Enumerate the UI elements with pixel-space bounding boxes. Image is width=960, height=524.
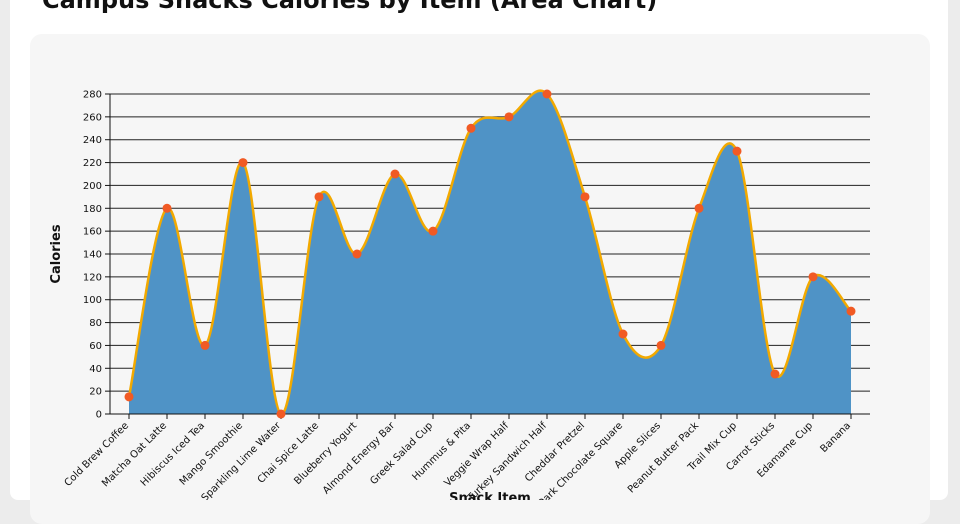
x-tick-label: Matcha Oat Latte bbox=[100, 420, 169, 489]
y-tick-label: 100 bbox=[83, 295, 102, 306]
x-tick-label: Peanut Butter Pack bbox=[626, 420, 701, 495]
data-point bbox=[808, 272, 818, 282]
data-point bbox=[466, 123, 476, 133]
data-point bbox=[200, 340, 210, 350]
y-tick-label: 80 bbox=[89, 318, 102, 329]
data-point bbox=[276, 409, 286, 419]
x-tick-label: Veggie Wrap Half bbox=[442, 420, 511, 489]
y-tick-label: 280 bbox=[83, 90, 102, 101]
y-tick-label: 180 bbox=[83, 204, 102, 215]
data-point bbox=[124, 392, 134, 402]
y-tick-label: 260 bbox=[83, 112, 102, 123]
data-point bbox=[352, 249, 362, 259]
y-tick-label: 240 bbox=[83, 135, 102, 146]
y-tick-label: 40 bbox=[89, 364, 102, 375]
data-point bbox=[694, 203, 704, 213]
y-tick-label: 200 bbox=[83, 181, 102, 192]
x-tick-label: Cold Brew Coffee bbox=[63, 420, 132, 489]
data-point bbox=[656, 340, 666, 350]
x-tick-label: Almond Energy Bar bbox=[321, 420, 398, 497]
data-point bbox=[732, 146, 742, 156]
data-point bbox=[390, 169, 400, 179]
y-tick-label: 0 bbox=[96, 410, 102, 421]
y-axis-title: Calories bbox=[49, 224, 64, 283]
data-point bbox=[580, 192, 590, 202]
data-point bbox=[542, 89, 552, 99]
data-point bbox=[846, 306, 856, 316]
y-tick-label: 160 bbox=[83, 227, 102, 238]
data-point bbox=[618, 329, 628, 339]
y-tick-label: 140 bbox=[83, 250, 102, 261]
x-axis-title: Snack Item bbox=[449, 491, 531, 500]
area-chart: 0 20 40 60 80 100 120 140 160 180 200 220 240 260 280 C… bbox=[49, 89, 870, 500]
data-point bbox=[314, 192, 324, 202]
area-fill bbox=[129, 90, 851, 415]
y-tick-label: 60 bbox=[89, 341, 102, 352]
x-tick-label: Hibiscus Iced Tea bbox=[139, 420, 207, 488]
x-tick-label: Banana bbox=[819, 420, 854, 455]
data-point bbox=[428, 226, 438, 236]
data-point bbox=[504, 112, 514, 122]
data-point bbox=[770, 369, 780, 379]
data-point bbox=[238, 158, 248, 168]
chart-title: Campus Snacks Calories by Item (Area Cha… bbox=[42, 0, 658, 14]
y-tick-label: 120 bbox=[83, 272, 102, 283]
y-tick-label: 20 bbox=[89, 387, 102, 398]
y-tick-label: 220 bbox=[83, 158, 102, 169]
data-point bbox=[162, 203, 172, 213]
